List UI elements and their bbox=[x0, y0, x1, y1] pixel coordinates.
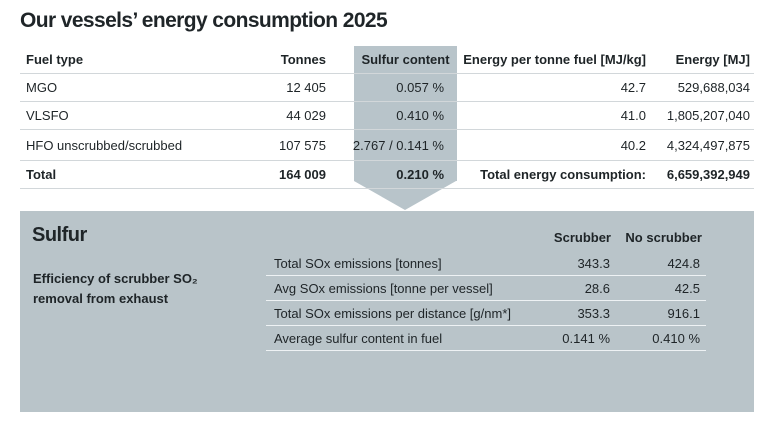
header-scrubber: Scrubber bbox=[553, 230, 611, 245]
header-sulfur-content: Sulfur content bbox=[361, 52, 450, 67]
page-title: Our vessels’ energy consumption 2025 bbox=[20, 9, 388, 32]
total-energy: 6,659,392,949 bbox=[666, 167, 750, 182]
sox-scrubber-value: 343.3 bbox=[577, 255, 610, 271]
scrubber-efficiency-label: Efficiency of scrubber SO₂ removal from … bbox=[33, 271, 198, 306]
table-row: Avg SOx emissions [tonne per vessel] 28.… bbox=[266, 276, 706, 301]
sox-scrubber-value: 28.6 bbox=[584, 280, 610, 296]
sox-no-scrubber-value: 916.1 bbox=[667, 305, 700, 321]
sox-scrubber-value: 353.3 bbox=[577, 305, 610, 321]
fuel-energy-per-tonne: 40.2 bbox=[620, 137, 646, 153]
sox-metric-label: Total SOx emissions per distance [g/nm*] bbox=[274, 305, 511, 321]
total-sulfur: 0.210 % bbox=[396, 167, 444, 182]
fuel-name: MGO bbox=[26, 80, 58, 95]
total-energy-label: Total energy consumption: bbox=[480, 167, 646, 182]
fuel-energy-per-tonne: 41.0 bbox=[620, 108, 646, 123]
sox-metric-label: Avg SOx emissions [tonne per vessel] bbox=[274, 280, 493, 296]
fuel-energy: 529,688,034 bbox=[677, 80, 750, 95]
header-energy-per-tonne: Energy per tonne fuel [MJ/kg] bbox=[463, 52, 646, 67]
table-row: Total SOx emissions per distance [g/nm*]… bbox=[266, 301, 706, 326]
fuel-tonnes: 107 575 bbox=[279, 137, 326, 153]
table-row: HFO unscrubbed/scrubbed 107 575 2.767 / … bbox=[20, 130, 754, 161]
sox-no-scrubber-value: 0.410 % bbox=[652, 330, 700, 346]
table-row: VLSFO 44 029 0.410 % 41.0 1,805,207,040 bbox=[20, 102, 754, 130]
fuel-table: Fuel type Tonnes Sulfur content Energy p… bbox=[20, 46, 754, 189]
total-row: Total 164 009 0.210 % Total energy consu… bbox=[20, 161, 754, 189]
fuel-sulfur: 2.767 / 0.141 % bbox=[352, 137, 444, 153]
table-row: MGO 12 405 0.057 % 42.7 529,688,034 bbox=[20, 74, 754, 102]
total-tonnes: 164 009 bbox=[279, 167, 326, 182]
sulfur-column-highlight bbox=[354, 46, 457, 181]
fuel-sulfur: 0.057 % bbox=[396, 80, 444, 95]
sox-metric-label: Total SOx emissions [tonnes] bbox=[274, 255, 442, 271]
fuel-sulfur: 0.410 % bbox=[396, 108, 444, 123]
sox-metric-label: Average sulfur content in fuel bbox=[274, 330, 443, 346]
table-row: Total SOx emissions [tonnes] 343.3 424.8 bbox=[266, 251, 706, 276]
sox-no-scrubber-value: 42.5 bbox=[674, 280, 700, 296]
fuel-name: HFO unscrubbed/scrubbed bbox=[26, 137, 183, 153]
fuel-energy: 4,324,497,875 bbox=[666, 137, 750, 153]
fuel-name: VLSFO bbox=[26, 108, 69, 123]
total-label: Total bbox=[26, 167, 57, 182]
fuel-energy: 1,805,207,040 bbox=[666, 108, 750, 123]
sulfur-panel-title: Sulfur bbox=[32, 224, 87, 246]
sox-no-scrubber-value: 424.8 bbox=[667, 255, 700, 271]
header-tonnes: Tonnes bbox=[280, 52, 326, 67]
header-energy: Energy [MJ] bbox=[675, 52, 750, 67]
header-no-scrubber: No scrubber bbox=[625, 230, 702, 245]
fuel-tonnes: 44 029 bbox=[286, 108, 326, 123]
header-fuel-type: Fuel type bbox=[26, 52, 84, 67]
fuel-tonnes: 12 405 bbox=[286, 80, 326, 95]
fuel-energy-per-tonne: 42.7 bbox=[620, 80, 646, 95]
table-row: Average sulfur content in fuel 0.141 % 0… bbox=[266, 326, 706, 351]
fuel-table-header: Fuel type Tonnes Sulfur content Energy p… bbox=[20, 46, 754, 74]
sox-emissions-table: Total SOx emissions [tonnes] 343.3 424.8… bbox=[266, 251, 706, 351]
sox-scrubber-value: 0.141 % bbox=[562, 330, 610, 346]
sulfur-panel: Sulfur Efficiency of scrubber SO₂ remova… bbox=[20, 211, 754, 412]
down-arrow-pointer bbox=[354, 181, 456, 210]
